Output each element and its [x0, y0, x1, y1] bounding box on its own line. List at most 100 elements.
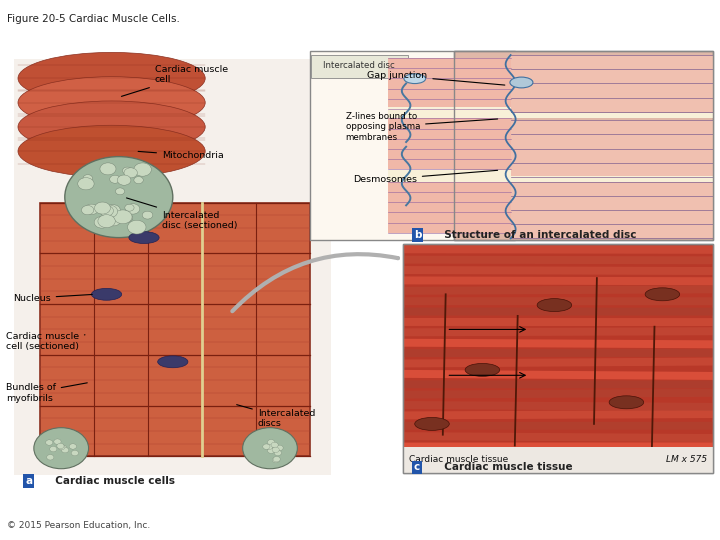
Circle shape	[268, 440, 275, 445]
Ellipse shape	[91, 288, 122, 300]
Text: b: b	[414, 230, 421, 240]
Circle shape	[54, 439, 61, 444]
Circle shape	[45, 440, 53, 445]
FancyBboxPatch shape	[387, 118, 511, 170]
FancyBboxPatch shape	[14, 59, 331, 475]
Circle shape	[125, 204, 134, 211]
Circle shape	[122, 167, 132, 174]
Circle shape	[83, 174, 92, 181]
Text: Mitochondria: Mitochondria	[138, 151, 224, 160]
Ellipse shape	[609, 396, 644, 409]
FancyBboxPatch shape	[387, 170, 511, 181]
FancyBboxPatch shape	[387, 107, 511, 118]
Text: Cardiac muscle
cell (sectioned): Cardiac muscle cell (sectioned)	[6, 332, 85, 351]
Text: Cardiac muscle tissue: Cardiac muscle tissue	[409, 455, 508, 464]
Text: Cardiac muscle
cell: Cardiac muscle cell	[122, 65, 228, 96]
Text: Nucleus: Nucleus	[13, 294, 92, 302]
Circle shape	[109, 176, 120, 183]
FancyBboxPatch shape	[40, 202, 310, 456]
FancyBboxPatch shape	[454, 51, 713, 240]
Ellipse shape	[18, 52, 205, 104]
Text: Figure 20-5 Cardiac Muscle Cells.: Figure 20-5 Cardiac Muscle Cells.	[7, 14, 180, 24]
Circle shape	[263, 444, 270, 449]
FancyBboxPatch shape	[403, 447, 713, 472]
Circle shape	[123, 214, 132, 221]
Circle shape	[78, 178, 94, 190]
Ellipse shape	[18, 101, 205, 153]
Text: Desmosomes: Desmosomes	[353, 170, 498, 184]
Circle shape	[84, 204, 99, 214]
Circle shape	[272, 457, 279, 463]
Circle shape	[276, 445, 283, 450]
Circle shape	[65, 157, 173, 238]
FancyBboxPatch shape	[387, 181, 511, 233]
Circle shape	[100, 163, 116, 175]
Text: Intercalated disc: Intercalated disc	[323, 62, 395, 70]
FancyBboxPatch shape	[403, 244, 713, 472]
Circle shape	[273, 456, 280, 462]
Circle shape	[122, 215, 132, 222]
Circle shape	[117, 175, 131, 185]
Circle shape	[98, 215, 115, 228]
Circle shape	[266, 444, 273, 449]
Circle shape	[69, 444, 76, 449]
Circle shape	[127, 220, 146, 234]
Text: Gap junction: Gap junction	[367, 71, 505, 85]
Ellipse shape	[158, 356, 188, 368]
Text: c: c	[414, 462, 420, 472]
Circle shape	[60, 446, 67, 451]
Circle shape	[114, 210, 132, 224]
FancyBboxPatch shape	[510, 113, 713, 118]
Ellipse shape	[404, 74, 426, 84]
Text: Structure of an intercalated disc: Structure of an intercalated disc	[437, 230, 636, 240]
Circle shape	[143, 211, 153, 219]
Circle shape	[243, 428, 297, 469]
Text: Cardiac muscle cells: Cardiac muscle cells	[48, 476, 175, 486]
FancyBboxPatch shape	[387, 58, 511, 109]
Text: Cardiac muscle tissue: Cardiac muscle tissue	[437, 462, 572, 472]
Text: © 2015 Pearson Education, Inc.: © 2015 Pearson Education, Inc.	[7, 521, 150, 530]
Circle shape	[107, 215, 120, 226]
FancyBboxPatch shape	[510, 176, 713, 181]
Circle shape	[268, 448, 275, 454]
Circle shape	[94, 217, 109, 228]
FancyArrowPatch shape	[233, 254, 398, 311]
Ellipse shape	[415, 417, 449, 430]
FancyBboxPatch shape	[510, 120, 713, 177]
Circle shape	[272, 447, 279, 453]
Text: Bundles of
myofibrils: Bundles of myofibrils	[6, 383, 87, 403]
Ellipse shape	[129, 232, 159, 244]
Circle shape	[274, 450, 282, 456]
Circle shape	[124, 168, 138, 178]
Circle shape	[71, 450, 78, 456]
Circle shape	[271, 442, 278, 448]
Ellipse shape	[18, 125, 205, 177]
Ellipse shape	[465, 363, 500, 376]
FancyBboxPatch shape	[311, 55, 408, 78]
Circle shape	[61, 448, 68, 453]
Circle shape	[50, 447, 57, 452]
Ellipse shape	[645, 288, 680, 301]
Circle shape	[106, 205, 120, 216]
Circle shape	[58, 444, 65, 450]
Circle shape	[134, 163, 151, 176]
Circle shape	[94, 202, 110, 214]
Circle shape	[81, 206, 94, 215]
Circle shape	[134, 177, 143, 184]
Text: LM x 575: LM x 575	[666, 455, 707, 464]
Circle shape	[101, 205, 117, 218]
Circle shape	[126, 204, 140, 214]
Circle shape	[57, 443, 64, 449]
Text: Intercalated
discs: Intercalated discs	[237, 404, 315, 428]
Circle shape	[34, 428, 89, 469]
Ellipse shape	[510, 77, 533, 88]
Circle shape	[99, 206, 114, 216]
Text: Z-lines bound to
opposing plasma
membranes: Z-lines bound to opposing plasma membran…	[346, 112, 498, 142]
FancyBboxPatch shape	[510, 181, 713, 239]
Circle shape	[115, 188, 125, 195]
Circle shape	[47, 455, 54, 460]
Ellipse shape	[18, 77, 205, 129]
FancyBboxPatch shape	[510, 55, 713, 112]
Text: Intercalated
disc (sectioned): Intercalated disc (sectioned)	[127, 198, 238, 230]
FancyBboxPatch shape	[310, 51, 515, 240]
